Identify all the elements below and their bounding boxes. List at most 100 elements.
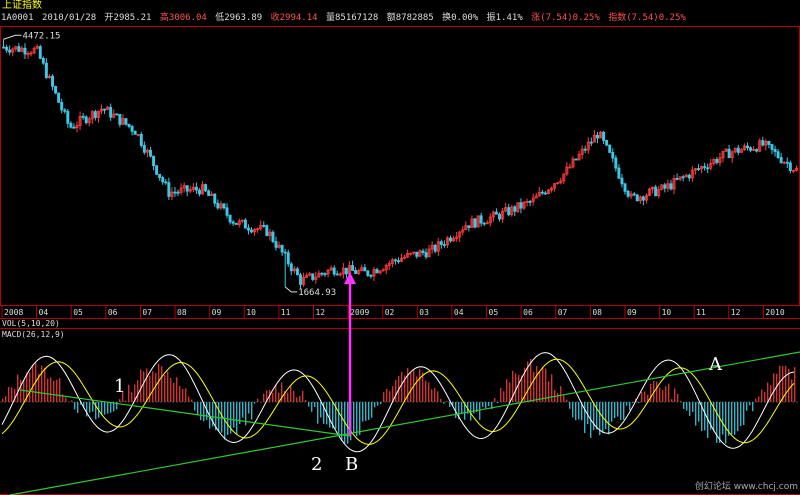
price-candle (213, 193, 217, 204)
price-candle (415, 251, 419, 257)
macd-bar (164, 375, 166, 402)
price-candle (436, 241, 440, 252)
macd-bar (356, 402, 358, 437)
price-candle (152, 155, 156, 167)
price-candle (277, 244, 281, 248)
macd-bar (299, 396, 301, 402)
macd-bar (377, 402, 379, 406)
x-tick-label: 10 (662, 308, 672, 317)
price-candle (182, 185, 186, 189)
macd-bar (284, 391, 286, 402)
price-candle (66, 110, 70, 124)
price-candle (222, 203, 226, 209)
price-candle (400, 257, 404, 262)
macd-bar (515, 373, 517, 402)
macd-bar (329, 402, 331, 428)
price-candle (571, 158, 575, 168)
macd-bar (404, 375, 406, 402)
macd-bar (614, 402, 616, 419)
macd-bar (578, 402, 580, 420)
price-candle (550, 187, 554, 191)
price-candle (338, 273, 342, 276)
price-candle (776, 151, 780, 158)
macd-bar (2, 398, 4, 402)
macd-bar (233, 402, 235, 428)
high-marker-label: 4472.15 (23, 31, 61, 41)
macd-dea-line (1, 358, 795, 445)
macd-bars (0, 358, 800, 444)
macd-bar (569, 402, 571, 409)
x-tick-label: 06 (108, 308, 118, 317)
price-candle (149, 149, 152, 157)
macd-bar (368, 402, 370, 420)
price-candle (69, 122, 73, 128)
macd-bar (395, 380, 397, 402)
macd-bar (230, 402, 232, 434)
price-candle (145, 149, 149, 153)
macd-bar (500, 387, 502, 402)
low-marker-label: 1664.93 (298, 288, 336, 298)
x-tick-label: 07 (142, 308, 152, 317)
price-candle (142, 145, 146, 153)
annotation-label-a: A (708, 354, 723, 375)
macd-bar (83, 402, 85, 408)
macd-bar (374, 402, 376, 408)
price-candle (262, 224, 266, 227)
macd-bar (722, 402, 724, 435)
price-candle (461, 229, 465, 233)
price-candle (47, 75, 51, 79)
price-candle (81, 115, 85, 118)
macd-bar (341, 402, 343, 441)
price-candle (785, 161, 789, 164)
price-candle (697, 168, 700, 170)
annotation-label-b: B (345, 454, 358, 475)
price-candle (651, 186, 655, 190)
x-tick-label: 2008 (4, 308, 23, 317)
price-candle (730, 151, 734, 159)
price-candle (32, 47, 36, 54)
price-candle (445, 237, 449, 246)
macd-bar (359, 402, 361, 435)
macd-bar (563, 395, 565, 402)
macd-indicator-label: MACD(26,12,9) (2, 330, 65, 339)
price-candle (250, 229, 253, 233)
price-candle (568, 166, 572, 169)
price-candle (216, 202, 220, 209)
price-candle (620, 177, 624, 185)
quote-high: 高3006.04 (159, 13, 207, 23)
x-tick-label: 12 (315, 308, 325, 317)
macd-bar (704, 402, 706, 431)
price-candle (736, 147, 740, 153)
macd-bar (620, 402, 622, 421)
x-tick-label: 04 (454, 308, 464, 317)
macd-bar (44, 367, 46, 402)
price-candle (479, 215, 483, 224)
price-candle (194, 186, 198, 191)
macd-bar (215, 402, 217, 431)
macd-bar (740, 402, 742, 427)
price-candle (455, 236, 459, 239)
price-candle (498, 213, 501, 220)
quote-volume: 量85167128 (325, 13, 379, 23)
price-candle (329, 267, 333, 271)
price-candle (519, 202, 523, 209)
x-axis-ticks: 2008 04 05 06 07 08 09 10 11 12 2009 02 03 04 05 06 07 08… (1, 306, 785, 318)
macd-bar (455, 402, 457, 419)
price-candle (103, 108, 107, 111)
macd-bar (182, 388, 184, 402)
price-candle (412, 251, 416, 254)
price-candle (109, 106, 113, 118)
macd-bar (491, 402, 493, 409)
price-candle (449, 237, 452, 242)
price-candle (595, 134, 599, 139)
annotation-label-2: 2 (311, 454, 322, 475)
macd-bar (503, 391, 505, 402)
price-candle (559, 180, 563, 184)
price-candle (632, 193, 636, 196)
price-candle (605, 140, 609, 146)
macd-bar (638, 402, 640, 404)
price-candle (5, 46, 9, 51)
macd-bar (485, 402, 487, 409)
price-candle (204, 184, 208, 192)
